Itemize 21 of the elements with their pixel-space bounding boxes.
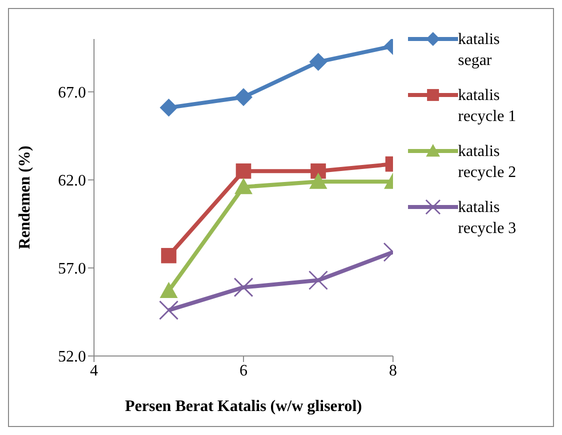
y-tick-label: 62.0 [58,172,86,190]
x-tick-label: 4 [90,362,98,380]
y-tick-label: 57.0 [58,260,86,278]
legend-label: katalis recycle 2 [458,142,518,183]
x-axis-title: Persen Berat Katalis (w/w gliserol) [125,398,362,415]
legend-label: katalis recycle 3 [458,198,518,239]
point [160,98,178,117]
x-tick-label: 6 [240,362,248,380]
y-tick-label: 67.0 [58,84,86,102]
point [161,248,176,264]
point [236,163,252,179]
point [234,88,252,106]
x-tick-label: 8 [389,362,397,380]
legend-label: katalis recycle 1 [458,86,518,127]
legend-label: katalis segar [458,30,501,71]
point [160,282,178,298]
point [234,278,254,298]
y-tick-label: 52.0 [58,348,86,366]
point [234,178,252,194]
y-axis-title: Rendemen (%) [16,146,34,250]
point [159,300,178,320]
